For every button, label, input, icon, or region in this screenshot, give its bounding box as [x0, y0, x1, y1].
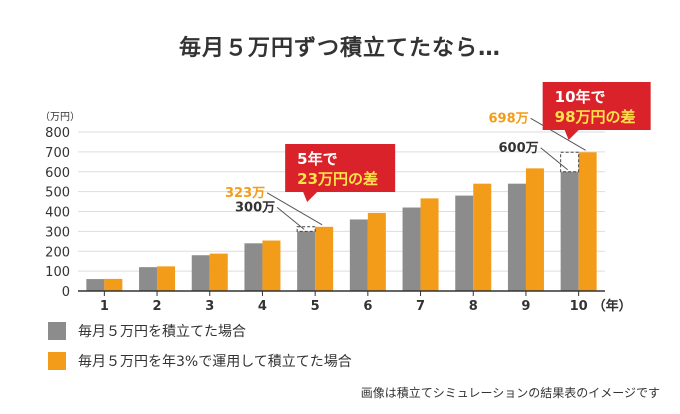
x-tick-label: 4	[258, 299, 267, 314]
y-tick-label: 100	[45, 265, 70, 280]
y-tick-label: 400	[45, 206, 70, 221]
bar-no-invest	[455, 195, 474, 291]
legend-swatch-invest	[48, 352, 66, 370]
callout-suffix: の差	[606, 108, 636, 126]
bar-invest	[367, 212, 386, 291]
y-tick-label: 800	[45, 126, 70, 141]
y-tick-label: 500	[45, 186, 70, 201]
bar-no-invest	[349, 219, 368, 291]
legend-label-no-invest: 毎月５万円を積立てた場合	[78, 324, 246, 340]
callout-amount: 98万円	[555, 108, 606, 126]
x-tick-label: 2	[153, 299, 162, 314]
callout-line2: 23万円の差	[297, 170, 378, 188]
callout-line1: 10年で	[555, 88, 606, 106]
x-tick-label: 5	[311, 299, 320, 314]
bar-invest	[209, 253, 228, 291]
bar-no-invest	[402, 207, 421, 291]
y-tick-label: 700	[45, 146, 70, 161]
callout-pointer	[303, 192, 318, 202]
callout-amount: 23万円	[297, 170, 348, 188]
value-label: 600万	[499, 141, 539, 156]
bar-invest	[420, 198, 439, 291]
leader-line	[530, 117, 586, 151]
x-axis-unit: （年）	[593, 298, 632, 314]
callout-line2: 98万円の差	[555, 108, 636, 126]
callout-suffix: の差	[348, 170, 378, 188]
x-tick-label: 9	[521, 299, 530, 314]
value-label: 323万	[225, 186, 265, 201]
callout-line1: 5年で	[297, 150, 337, 168]
bar-no-invest	[507, 183, 526, 291]
y-tick-label: 200	[45, 245, 70, 260]
x-tick-label: 3	[205, 299, 214, 314]
legend-item-invest: 毎月５万円を年3%で運用して積立てた場合	[48, 350, 352, 372]
bar-no-invest	[297, 231, 316, 291]
legend: 毎月５万円を積立てた場合 毎月５万円を年3%で運用して積立てた場合	[48, 320, 352, 380]
bar-no-invest	[191, 255, 210, 291]
bar-no-invest	[560, 171, 579, 291]
x-tick-label: 10	[570, 299, 588, 314]
x-tick-label: 6	[363, 299, 372, 314]
y-tick-label: 600	[45, 166, 70, 181]
bar-no-invest	[139, 267, 158, 291]
y-axis-unit: （万円）	[40, 111, 80, 123]
x-tick-label: 8	[469, 299, 478, 314]
bar-invest	[104, 278, 123, 291]
callout-box	[542, 82, 651, 130]
leader-line	[276, 206, 305, 230]
bar-invest	[578, 152, 597, 291]
legend-label-invest: 毎月５万円を年3%で運用して積立てた場合	[78, 354, 352, 370]
y-tick-label: 300	[45, 225, 70, 240]
legend-swatch-no-invest	[48, 322, 66, 340]
difference-box	[560, 151, 580, 173]
bar-invest	[473, 183, 492, 291]
callout-box	[285, 144, 396, 192]
bar-invest	[262, 240, 281, 291]
value-label: 698万	[489, 111, 529, 126]
bar-no-invest	[86, 279, 105, 291]
bar-invest	[315, 226, 334, 291]
leader-line	[266, 192, 323, 226]
legend-item-no-invest: 毎月５万円を積立てた場合	[48, 320, 352, 342]
footnote: 画像は積立てシミュレーションの結果表のイメージです	[360, 386, 660, 400]
x-tick-label: 7	[416, 299, 425, 314]
bar-invest	[157, 266, 176, 291]
chart-title: 毎月５万円ずつ積立てたなら…	[178, 36, 501, 61]
y-tick-label: 0	[62, 285, 70, 300]
value-label: 300万	[235, 200, 275, 215]
leader-line	[540, 147, 568, 171]
callout-pointer	[564, 130, 579, 140]
bar-no-invest	[244, 243, 263, 291]
bar-invest	[525, 168, 544, 291]
x-tick-label: 1	[100, 299, 109, 314]
difference-box	[296, 226, 316, 232]
